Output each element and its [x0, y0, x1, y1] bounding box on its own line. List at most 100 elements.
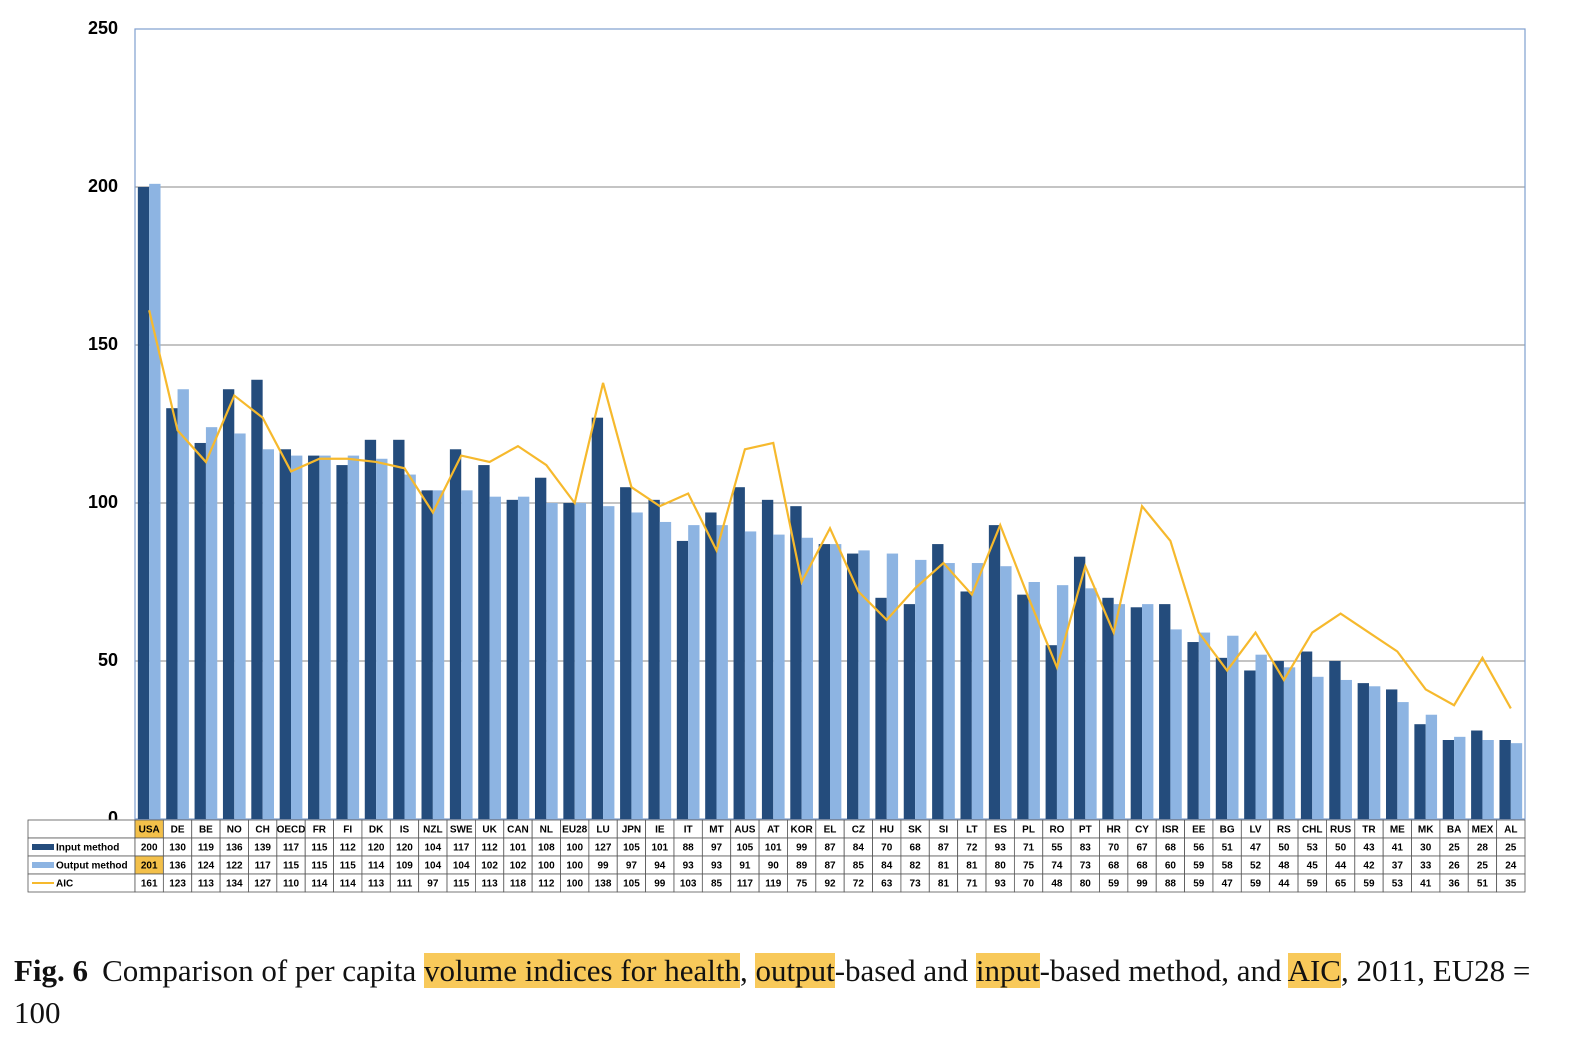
- bar: [818, 544, 830, 819]
- table-value: 75: [796, 879, 808, 890]
- table-value: 102: [481, 861, 498, 872]
- bar: [137, 187, 150, 819]
- bar: [971, 563, 984, 819]
- bar: [1102, 597, 1114, 819]
- x-tick-label: EL: [824, 825, 837, 836]
- table-value: 103: [680, 879, 697, 890]
- table-value: 130: [169, 843, 186, 854]
- table-value: 36: [1449, 879, 1461, 890]
- bar: [1300, 651, 1313, 819]
- table-value: 67: [1136, 843, 1148, 854]
- x-tick-label: FR: [313, 825, 327, 836]
- table-value: 43: [1363, 843, 1375, 854]
- table-value: 53: [1307, 843, 1319, 854]
- bar: [506, 499, 518, 819]
- x-tick-label: HU: [880, 825, 894, 836]
- table-value: 114: [368, 861, 385, 872]
- bar: [291, 455, 303, 819]
- table-value: 45: [1307, 861, 1319, 872]
- bar: [1312, 676, 1324, 819]
- bar: [1244, 670, 1256, 819]
- bar: [1198, 632, 1211, 819]
- x-tick-label: MEX: [1472, 825, 1494, 836]
- bar: [1425, 714, 1438, 819]
- table-value: 100: [566, 861, 583, 872]
- table-value: 93: [995, 843, 1007, 854]
- bar: [1159, 604, 1171, 819]
- table-value: 117: [737, 879, 754, 890]
- table-value: 105: [737, 843, 754, 854]
- table-value: 99: [597, 861, 609, 872]
- table-value: 81: [966, 861, 978, 872]
- table-value: 72: [853, 879, 865, 890]
- bar: [1045, 645, 1057, 819]
- bar: [449, 449, 462, 819]
- table-value: 134: [226, 879, 243, 890]
- x-tick-label: PT: [1079, 825, 1092, 836]
- bar: [279, 449, 292, 819]
- bar: [1471, 730, 1483, 819]
- table-value: 59: [1193, 879, 1205, 890]
- bar: [744, 531, 757, 819]
- table-value: 84: [853, 843, 865, 854]
- x-tick-label: NL: [540, 825, 553, 836]
- x-tick-label: NO: [227, 825, 242, 836]
- table-value: 100: [566, 879, 583, 890]
- table-value: 136: [169, 861, 186, 872]
- caption-highlight: AIC: [1287, 953, 1341, 988]
- table-value: 112: [482, 843, 499, 854]
- bar: [251, 379, 263, 819]
- x-tick-label: MK: [1418, 825, 1434, 836]
- table-value: 58: [1222, 861, 1234, 872]
- x-tick-label: PL: [1022, 825, 1035, 836]
- bar: [676, 540, 689, 819]
- bar: [631, 512, 643, 819]
- table-value: 97: [711, 843, 723, 854]
- table-value: 114: [340, 879, 357, 890]
- table-value: 75: [1023, 861, 1035, 872]
- table-value: 115: [311, 843, 328, 854]
- x-tick-label: SI: [939, 825, 949, 836]
- table-value: 71: [966, 879, 978, 890]
- x-tick-label: IS: [400, 825, 410, 836]
- table-value: 117: [255, 861, 272, 872]
- table-value: 60: [1165, 861, 1177, 872]
- table-value: 113: [368, 879, 385, 890]
- table-value: 42: [1363, 861, 1375, 872]
- bar: [688, 525, 700, 819]
- x-tick-label: ME: [1390, 825, 1405, 836]
- legend-label: Input method: [56, 843, 119, 854]
- bar: [932, 544, 944, 819]
- bar: [461, 490, 473, 819]
- table-value: 113: [198, 879, 215, 890]
- caption-text: -based method, and: [1039, 953, 1288, 988]
- table-value: 55: [1051, 843, 1063, 854]
- y-tick-label: 250: [88, 18, 118, 38]
- legend-swatch: [32, 844, 54, 850]
- x-tick-label: BG: [1220, 825, 1235, 836]
- table-value: 56: [1193, 843, 1205, 854]
- bar: [234, 433, 246, 819]
- table-value: 111: [397, 879, 413, 890]
- bar: [517, 496, 530, 819]
- table-value: 44: [1278, 879, 1290, 890]
- bar: [1073, 556, 1086, 819]
- table-value: 72: [966, 843, 978, 854]
- table-value: 120: [368, 843, 385, 854]
- table-value: 101: [765, 843, 782, 854]
- table-value: 104: [425, 843, 442, 854]
- table-value: 101: [510, 843, 527, 854]
- bar: [603, 506, 615, 819]
- bar: [1255, 654, 1267, 819]
- bar: [1442, 740, 1455, 819]
- table-value: 74: [1051, 861, 1063, 872]
- bar: [960, 591, 972, 819]
- x-tick-label: IE: [655, 825, 665, 836]
- table-value: 80: [995, 861, 1007, 872]
- table-value: 51: [1222, 843, 1234, 854]
- caption-highlight: input: [975, 953, 1040, 988]
- table-value: 114: [311, 879, 328, 890]
- table-value: 104: [425, 861, 442, 872]
- x-tick-label: AL: [1504, 825, 1517, 836]
- bar: [421, 490, 433, 819]
